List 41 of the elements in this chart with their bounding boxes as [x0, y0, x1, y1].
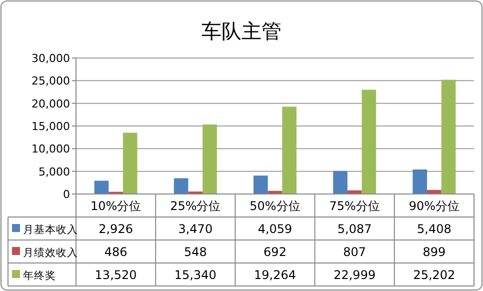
data-label: 2,926: [98, 222, 133, 236]
legend-label: 月绩效收入: [23, 246, 78, 259]
data-label: 486: [104, 245, 128, 259]
y-tick-label: 25,000: [32, 74, 70, 88]
bar: [254, 176, 268, 194]
legend-label: 月基本收入: [23, 223, 78, 236]
data-label: 13,520: [94, 268, 137, 282]
data-label: 19,264: [254, 268, 296, 282]
bar: [441, 80, 456, 194]
y-tick-label: 30,000: [32, 52, 70, 65]
y-tick-label: 0: [63, 188, 70, 201]
data-label: 692: [264, 245, 286, 259]
data-label: 548: [184, 245, 207, 259]
data-label: 4,059: [258, 222, 292, 236]
data-label: 5,408: [417, 222, 452, 236]
bar: [202, 124, 217, 194]
bar: [282, 106, 296, 194]
bar: [122, 132, 138, 194]
data-label: 899: [422, 245, 446, 259]
x-tick-label: 90%分位: [408, 199, 460, 213]
chart-title: 车队主管: [202, 19, 282, 43]
bar: [94, 180, 109, 194]
bar: [412, 169, 428, 194]
y-tick-label: 15,000: [32, 120, 70, 133]
y-tick-label: 20,000: [32, 97, 70, 110]
bar: [362, 90, 376, 194]
data-label: 3,470: [178, 222, 213, 236]
data-label: 25,202: [413, 268, 456, 282]
bar: [174, 178, 188, 194]
bar: [333, 170, 348, 194]
data-label: 5,087: [337, 222, 372, 236]
x-tick-label: 50%分位: [250, 199, 300, 213]
data-label: 807: [343, 245, 366, 259]
y-tick-label: 5,000: [38, 165, 70, 178]
legend-label: 年终奖: [23, 270, 56, 282]
data-label: 15,340: [174, 268, 216, 282]
x-tick-label: 25%分位: [170, 199, 221, 213]
y-tick-label: 10,000: [32, 142, 70, 156]
x-tick-label: 75%分位: [329, 199, 380, 213]
x-tick-label: 10%分位: [90, 199, 142, 213]
data-label: 22,999: [334, 268, 376, 282]
